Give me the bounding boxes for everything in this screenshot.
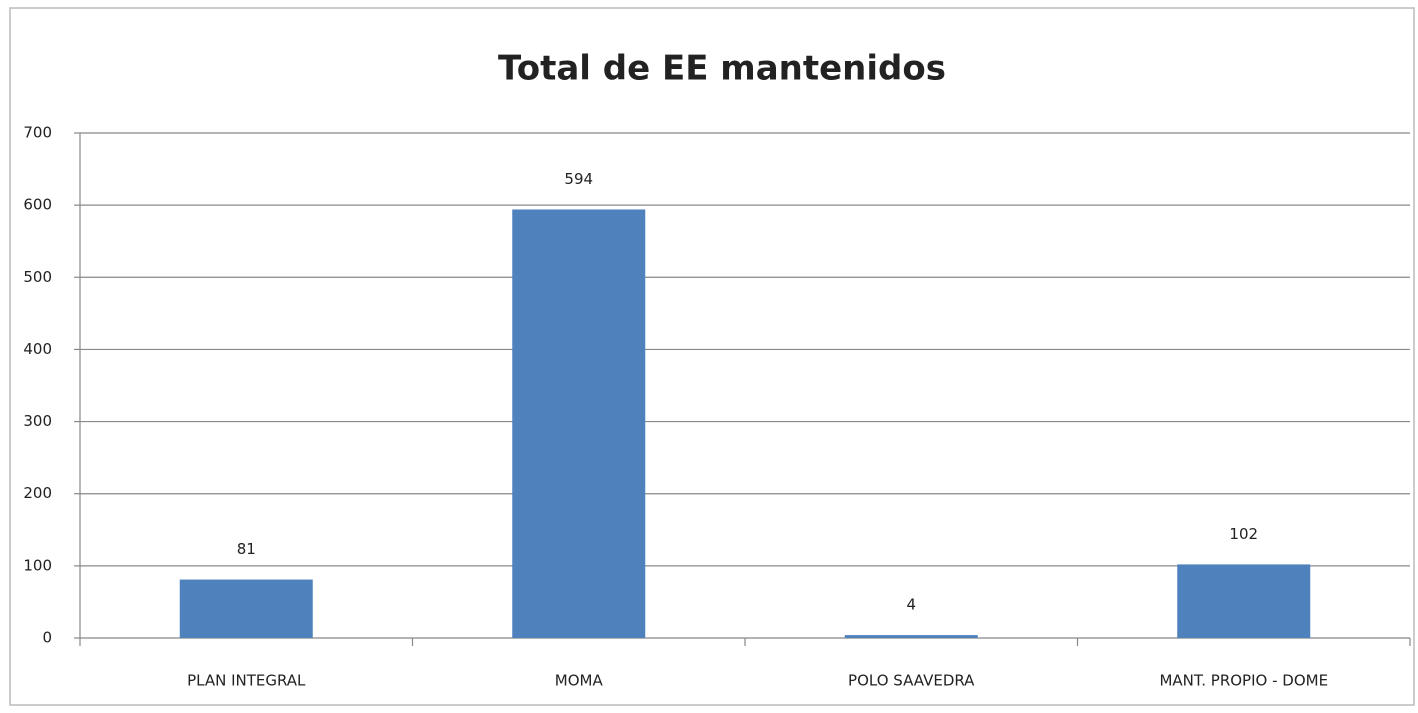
y-tick-label: 100 xyxy=(23,556,52,574)
bar xyxy=(844,635,978,638)
y-tick-label: 600 xyxy=(23,196,52,214)
y-tick-label: 700 xyxy=(23,124,52,142)
y-tick-label: 500 xyxy=(23,268,52,286)
data-label: 102 xyxy=(1229,525,1258,543)
chart-title: Total de EE mantenidos xyxy=(498,49,946,89)
bar xyxy=(179,579,313,638)
y-tick-label: 400 xyxy=(23,340,52,358)
data-label: 81 xyxy=(237,540,256,558)
x-tick-label: POLO SAAVEDRA xyxy=(848,672,975,690)
y-tick-label: 0 xyxy=(42,629,52,647)
x-tick-label: PLAN INTEGRAL xyxy=(187,672,306,690)
bar xyxy=(512,209,646,638)
y-tick-label: 200 xyxy=(23,484,52,502)
x-tick-label: MOMA xyxy=(555,672,604,690)
bar xyxy=(1177,564,1311,638)
x-tick-label: MANT. PROPIO - DOME xyxy=(1159,672,1328,690)
data-label: 4 xyxy=(906,596,916,614)
y-tick-label: 300 xyxy=(23,412,52,430)
data-label: 594 xyxy=(564,170,593,188)
